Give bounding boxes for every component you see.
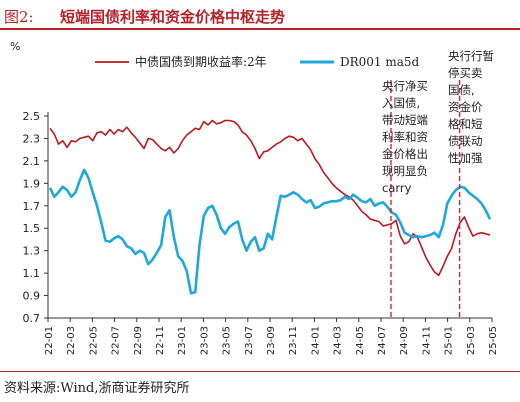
series-layer (48, 119, 492, 295)
x-tick-label: 22-11 (155, 326, 166, 355)
annotation-left-line: 现明显负 (382, 164, 428, 178)
legend-label: 中债国债到期收益率:2年 (135, 54, 267, 69)
y-tick-label: 2.5 (23, 110, 41, 123)
title-bar: 图2: 短端国债利率和资金价格中枢走势 (0, 0, 520, 30)
y-tick-label: 1.3 (23, 245, 41, 258)
y-tick-label: 1.1 (23, 267, 41, 280)
series-line-2 (48, 168, 492, 295)
y-tick-label: 2.3 (23, 132, 41, 145)
x-tick-label: 22-01 (44, 326, 55, 355)
annotation-left-line: 入国债, (382, 96, 420, 110)
x-tick-label: 23-07 (244, 326, 255, 355)
x-tick-label: 24-09 (399, 326, 410, 355)
x-tick-label: 22-07 (111, 326, 122, 355)
annotation-right-line: 资金价 (448, 100, 483, 114)
y-tick-label: 0.7 (23, 312, 41, 325)
source-note: 资料来源:Wind,浙商证券研究所 (4, 381, 190, 396)
x-tick-label: 22-03 (66, 326, 77, 355)
source-divider (0, 371, 520, 372)
annotation-right-line: 债联动 (448, 134, 483, 148)
x-tick-label: 24-11 (421, 326, 432, 355)
x-tick-label: 23-11 (288, 326, 299, 355)
x-tick-label: 24-03 (333, 326, 344, 355)
x-tick-label: 25-01 (444, 326, 455, 355)
x-tick-label: 23-05 (222, 326, 233, 355)
figure-number: 图2: (4, 8, 34, 26)
x-tick-label: 24-07 (377, 326, 388, 355)
annotation-right-line: 性加强 (448, 151, 483, 165)
x-tick-label: 25-03 (466, 326, 477, 355)
x-tick-label: 23-09 (266, 326, 277, 355)
annotation-left-line: carry (382, 181, 412, 195)
y-tick-label: 2.1 (23, 155, 41, 168)
y-tick-label: 0.9 (23, 290, 41, 303)
x-tick-label: 25-05 (488, 326, 499, 355)
axes: % 2.5 2.3 2.1 1.9 1.7 1.5 1.3 1.1 0.9 0.722-01 22-0… (10, 40, 499, 355)
y-tick-label: 1.9 (23, 177, 41, 190)
chart-svg: % 2.5 2.3 2.1 1.9 1.7 1.5 1.3 1.1 0.9 0.722-01 22-0… (10, 40, 499, 355)
legend: 中债国债到期收益率:2年 DR001 ma5d (95, 54, 420, 69)
annotation-left-line: 金价格出 (382, 147, 428, 161)
annotation-left-line: 央行净买 (382, 79, 428, 93)
legend-label: DR001 ma5d (340, 55, 420, 69)
annotation-left-line: 利率和资 (382, 130, 428, 144)
annotation-left-line: 带动短端 (382, 113, 428, 127)
x-tick-label: 23-01 (177, 326, 188, 355)
y-tick-label: 1.7 (23, 200, 41, 213)
y-axis-unit: % (10, 40, 20, 53)
x-tick-label: 23-03 (199, 326, 210, 355)
annotation-right-line: 格和短 (448, 117, 483, 131)
y-tick-label: 1.5 (23, 222, 41, 235)
annotation-right-line: 央行行暂 (448, 49, 494, 63)
annotation-right-line: 国债, (448, 83, 475, 97)
x-tick-label: 24-01 (310, 326, 321, 355)
x-tick-label: 22-05 (88, 326, 99, 355)
annotation-right-line: 停买卖 (448, 66, 483, 80)
x-tick-label: 24-05 (355, 326, 366, 355)
x-tick-label: 22-09 (133, 326, 144, 355)
chart-title: 短端国债利率和资金价格中枢走势 (60, 8, 286, 26)
